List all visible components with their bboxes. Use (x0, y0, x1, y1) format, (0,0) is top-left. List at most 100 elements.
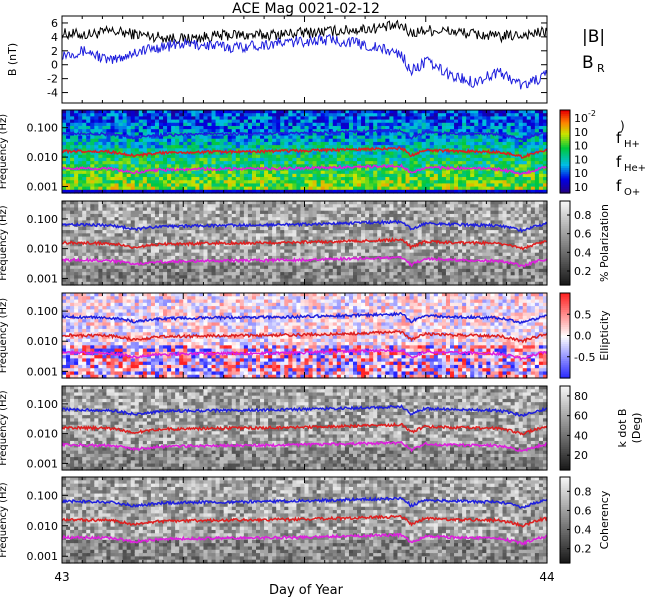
heatmap-cell (348, 154, 354, 159)
heatmap-cell (243, 278, 249, 283)
heatmap-cell (126, 246, 132, 251)
heatmap-cell (417, 189, 423, 194)
heatmap-cell (239, 265, 245, 270)
heatmap-cell (389, 183, 395, 188)
heatmap-cell (409, 122, 415, 127)
heatmap-cell (142, 217, 148, 221)
heatmap-cell (82, 255, 87, 260)
heatmap-cell (247, 236, 253, 241)
heatmap-cell (98, 210, 104, 215)
heatmap-cell (328, 167, 334, 172)
heatmap-cell (106, 239, 112, 244)
heatmap-cell (393, 157, 399, 162)
heatmap-cell (146, 173, 152, 178)
heatmap-cell (179, 207, 184, 212)
heatmap-cell (284, 252, 289, 257)
heatmap-cell (66, 281, 71, 286)
heatmap-cell (211, 138, 217, 143)
heatmap-cell (187, 281, 192, 286)
heatmap-cell (494, 189, 500, 194)
heatmap-cell (365, 138, 370, 143)
heatmap-cell (114, 183, 120, 188)
heatmap-cell (163, 122, 168, 127)
heatmap-cell (142, 259, 148, 263)
heatmap-cell (276, 207, 281, 212)
heatmap-cell (534, 122, 540, 127)
heatmap-cell (316, 189, 322, 194)
heatmap-cell (179, 230, 184, 234)
heatmap-cell (478, 141, 483, 146)
heatmap-cell (272, 154, 277, 159)
heatmap-cell (90, 230, 95, 234)
heatmap-cell (94, 213, 99, 218)
heatmap-cell (316, 154, 322, 159)
heatmap-cell (344, 157, 350, 162)
heatmap-cell (542, 122, 548, 127)
heatmap-cell (458, 116, 463, 121)
heatmap-cell (445, 189, 451, 194)
heatmap-cell (308, 265, 314, 270)
heatmap-cell (227, 170, 233, 175)
heatmap-cell (409, 164, 415, 169)
heatmap-cell (292, 201, 298, 205)
heatmap-cell (280, 204, 285, 209)
heatmap-cell (292, 236, 298, 241)
heatmap-cell (126, 170, 132, 175)
heatmap-cell (94, 122, 99, 127)
heatmap-cell (304, 132, 310, 137)
heatmap-cell (336, 173, 342, 178)
heatmap-cell (256, 246, 261, 251)
heatmap-cell (231, 275, 237, 280)
heatmap-cell (171, 132, 176, 137)
heatmap-cell (78, 243, 83, 247)
heatmap-cell (146, 113, 152, 117)
heatmap-cell (247, 173, 253, 178)
heatmap-cell (70, 129, 75, 133)
heatmap-cell (231, 129, 237, 133)
heatmap-cell (163, 157, 168, 162)
heatmap-cell (219, 170, 225, 175)
heatmap-cell (445, 180, 451, 185)
heatmap-cell (514, 138, 520, 143)
heatmap-cell (320, 129, 326, 133)
heatmap-cell (324, 173, 330, 178)
heatmap-cell (94, 161, 99, 165)
heatmap-cell (191, 236, 196, 241)
heatmap-cell (78, 226, 83, 231)
heatmap-cell (110, 246, 116, 251)
heatmap-cell (175, 129, 180, 133)
colorbar-segment (560, 176, 570, 180)
heatmap-cell (138, 262, 144, 267)
heatmap-cell (429, 138, 435, 143)
heatmap-cell (336, 132, 342, 137)
heatmap-cell (470, 113, 475, 117)
heatmap-cell (167, 186, 172, 191)
heatmap-cell (154, 138, 160, 143)
heatmap-cell (304, 207, 310, 212)
heatmap-cell (179, 272, 184, 276)
heatmap-cell (94, 157, 99, 162)
heatmap-cell (247, 265, 253, 270)
heatmap-cell (102, 236, 108, 241)
heatmap-cell (482, 145, 487, 149)
heatmap-cell (102, 113, 108, 117)
heatmap-cell (304, 272, 310, 276)
heatmap-cell (231, 110, 237, 114)
heatmap-cell (393, 125, 399, 130)
heatmap-cell (86, 180, 91, 185)
heatmap-cell (154, 246, 160, 251)
heatmap-cell (417, 161, 423, 165)
heatmap-cell (142, 110, 148, 114)
heatmap-cell (90, 278, 95, 283)
heatmap-cell (357, 113, 362, 117)
heatmap-cell (94, 116, 99, 121)
heatmap-cell (142, 220, 148, 225)
heatmap-cell (344, 173, 350, 178)
heatmap-cell (62, 278, 67, 283)
heatmap-cell (114, 226, 120, 231)
heatmap-cell (437, 132, 443, 137)
heatmap-cell (441, 154, 447, 159)
heatmap-cell (227, 217, 233, 221)
heatmap-cell (239, 157, 245, 162)
heatmap-cell (340, 164, 346, 169)
